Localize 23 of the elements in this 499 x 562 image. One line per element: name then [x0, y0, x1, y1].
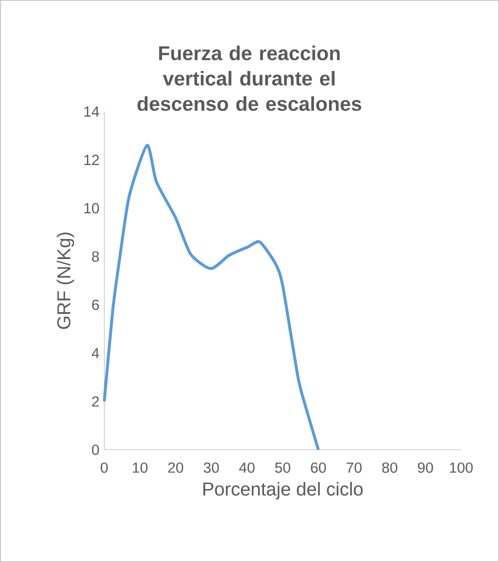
chart-title: Fuerza de reaccion vertical durante el descenso de escalones: [137, 46, 362, 111]
x-tick-label: 0: [100, 462, 108, 473]
y-tick-label: 8: [92, 251, 99, 262]
line-series: [102, 144, 320, 452]
x-axis-title: Porcentaje del ciclo: [203, 482, 363, 500]
x-tick-label: 100: [450, 462, 473, 473]
x-tick-label: 90: [418, 462, 433, 473]
x-tick-label: 20: [168, 462, 184, 473]
x-tick-label: 40: [239, 462, 254, 473]
y-tick-label: 0: [92, 444, 99, 455]
y-tick-label: 12: [84, 154, 99, 165]
x-tick-label: 50: [275, 462, 290, 473]
y-axis-title: GRF (N/Kg): [56, 232, 74, 329]
y-tick-label: 4: [92, 348, 100, 358]
y-tick-label: 14: [84, 106, 100, 117]
y-tick-label: 6: [92, 300, 99, 310]
x-tick-label: 60: [310, 462, 326, 473]
x-tick-label: 70: [346, 462, 362, 473]
y-tick-label: 10: [84, 203, 99, 214]
x-tick-label: 10: [132, 462, 148, 473]
x-tick-label: 30: [204, 462, 219, 473]
y-tick-label: 2: [92, 396, 99, 407]
x-tick-label: 80: [382, 462, 398, 473]
